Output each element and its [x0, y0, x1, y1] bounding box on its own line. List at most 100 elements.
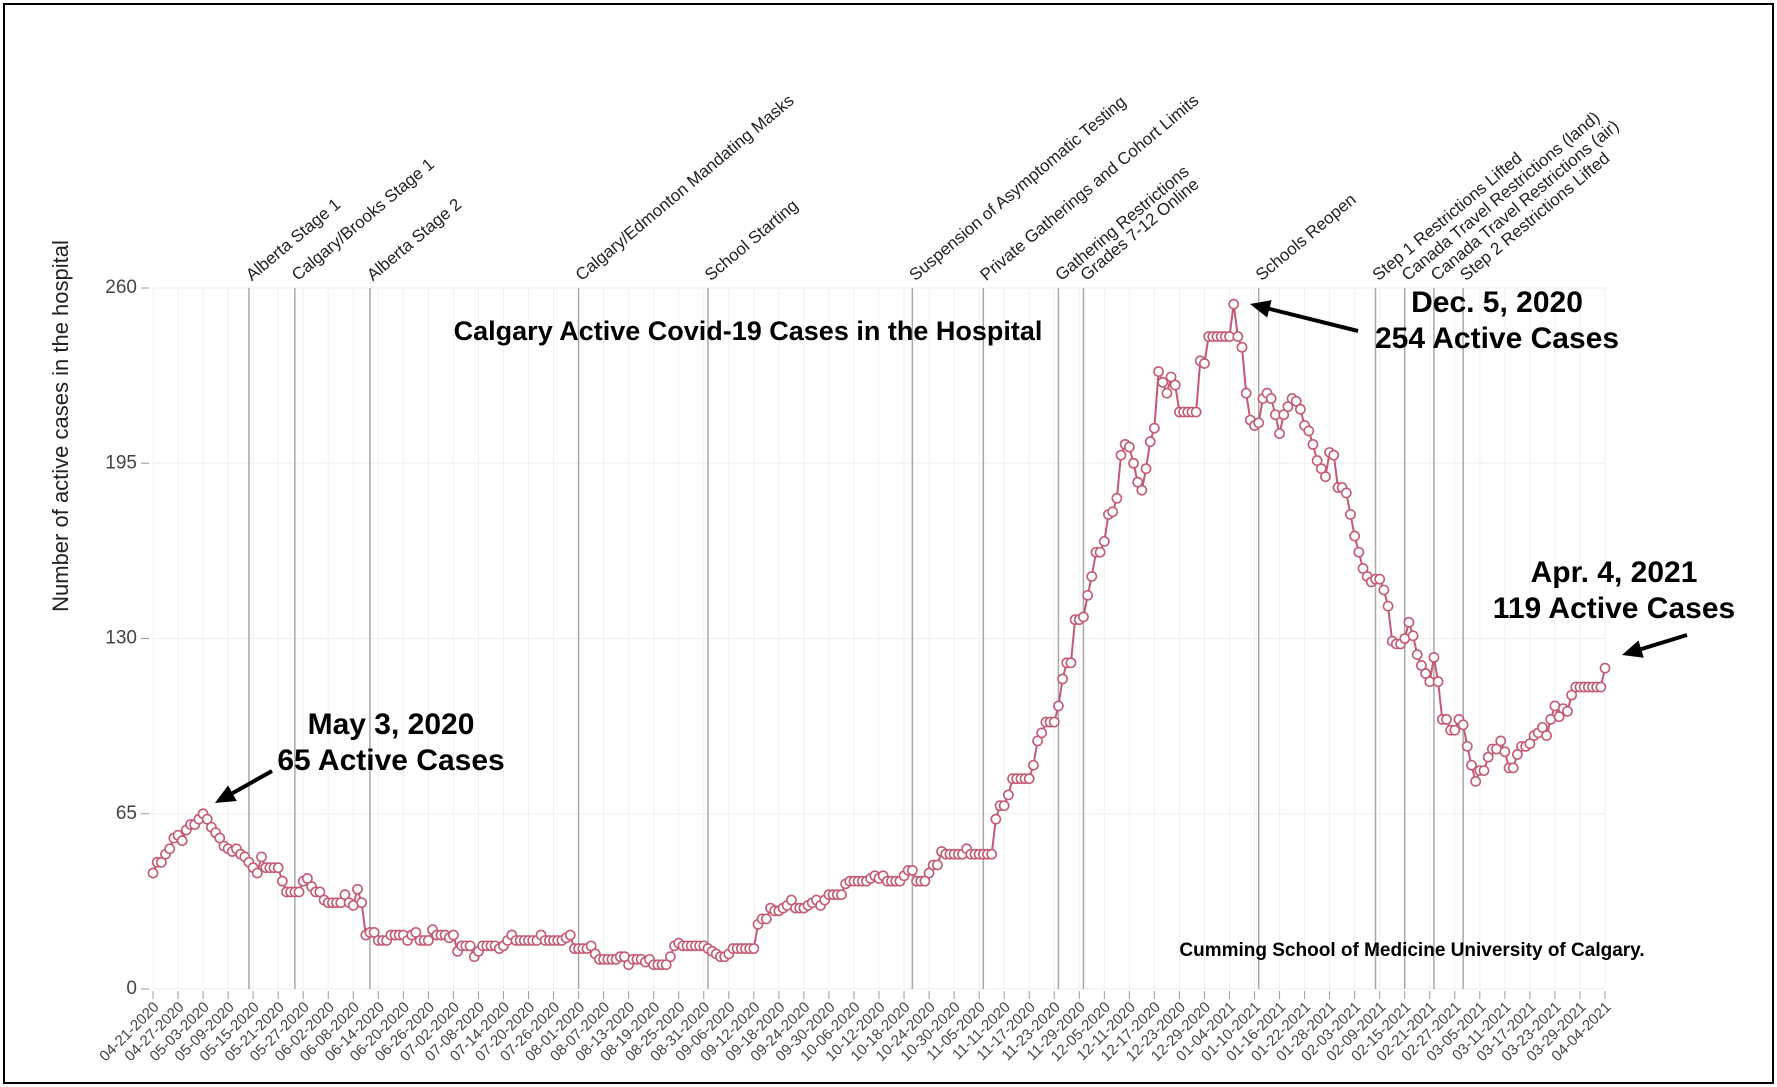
data-point: [1511, 749, 1523, 760]
data-point: [1432, 676, 1444, 688]
annotation-text: 254 Active Cases: [1375, 322, 1619, 355]
data-point: [1078, 611, 1089, 623]
data-point: [1140, 463, 1152, 475]
data-point: [1253, 417, 1265, 429]
data-point: [986, 848, 998, 860]
data-point: [1566, 689, 1578, 701]
data-point: [932, 859, 943, 871]
event-label: Schools Reopen: [1252, 190, 1360, 285]
data-point: [1128, 457, 1139, 469]
data-point: [1232, 331, 1244, 342]
data-point: [1057, 673, 1068, 685]
data-point: [410, 926, 422, 938]
data-point: [1311, 455, 1323, 466]
data-point: [1407, 630, 1419, 642]
data-point: [1115, 449, 1127, 461]
data-point: [1524, 738, 1536, 750]
data-point: [1278, 409, 1290, 421]
data-point: [1562, 705, 1573, 717]
chart-title: Calgary Active Covid-19 Cases in the Hos…: [454, 316, 1043, 346]
data-point: [276, 875, 288, 887]
data-point: [356, 897, 368, 909]
data-point: [1303, 425, 1315, 437]
data-point: [1265, 393, 1277, 404]
data-point: [1086, 571, 1098, 582]
annotation-arrowhead: [1622, 640, 1644, 658]
data-point: [164, 843, 176, 855]
frame: [3, 3, 1774, 1084]
data-point: [1123, 441, 1135, 453]
data-point: [464, 940, 476, 952]
data-point: [1027, 759, 1039, 771]
data-point: [272, 862, 284, 874]
data-point: [1320, 471, 1331, 483]
data-point: [1349, 530, 1361, 542]
event-label: Gathering Restrictions: [1052, 162, 1193, 285]
data-point: [201, 813, 213, 825]
data-point: [1541, 730, 1552, 741]
data-point: [1353, 546, 1365, 558]
data-point: [998, 800, 1010, 812]
data-point: [422, 935, 434, 946]
y-tick-label: 65: [116, 803, 137, 824]
data-point: [1282, 401, 1294, 413]
data-point: [1307, 438, 1319, 450]
data-point: [1157, 376, 1169, 388]
data-point: [1345, 509, 1356, 520]
data-point: [1374, 573, 1386, 585]
event-label: School Starting: [701, 196, 802, 285]
y-tick-label: 195: [105, 452, 137, 473]
data-point: [1136, 484, 1148, 496]
data-point: [155, 856, 167, 868]
data-point: [1199, 358, 1210, 369]
data-point: [1161, 387, 1173, 399]
data-point: [1595, 681, 1607, 693]
data-point: [1032, 735, 1043, 747]
data-point: [836, 889, 847, 901]
data-point: [1290, 395, 1302, 407]
data-point: [1457, 719, 1469, 731]
data-point: [919, 875, 931, 887]
data-point: [923, 867, 935, 879]
data-point: [314, 886, 326, 898]
grid: 06513019526004-21-202004-27-202005-03-20…: [96, 277, 1614, 1065]
data-point: [660, 959, 672, 971]
data-point: [1148, 422, 1160, 434]
data-point: [1449, 724, 1461, 736]
data-point: [1274, 428, 1285, 439]
data-point: [1169, 379, 1181, 391]
annotation-text: 119 Active Cases: [1493, 592, 1735, 625]
data-point: [1382, 600, 1394, 612]
credit: Cumming School of Medicine University of…: [1179, 940, 1644, 961]
data-point: [1495, 735, 1507, 747]
data-point: [1599, 662, 1611, 674]
data-point: [785, 894, 797, 906]
data-point: [760, 913, 772, 925]
data-point: [147, 867, 159, 879]
data-point: [1378, 584, 1390, 596]
data-point: [1482, 751, 1494, 763]
data-point: [1098, 536, 1110, 547]
annotation-text: Apr. 4, 2021: [1531, 556, 1698, 589]
data-point: [1053, 700, 1064, 712]
data-point: [1236, 341, 1248, 353]
data-point: [1470, 775, 1482, 787]
data-point: [1441, 713, 1452, 725]
data-point: [1537, 722, 1548, 733]
data-point: [1228, 298, 1240, 310]
data-point: [176, 835, 188, 847]
data-point: [664, 951, 676, 963]
y-tick-label: 0: [126, 978, 137, 999]
data-point: [1065, 657, 1077, 669]
annotation-text: Dec. 5, 2020: [1411, 286, 1583, 319]
data-point: [1420, 668, 1431, 679]
data-point: [906, 864, 918, 876]
data-point: [1357, 563, 1369, 574]
data-point: [748, 943, 760, 954]
annotation-arrow: [231, 769, 273, 795]
data-point: [1416, 660, 1427, 671]
data-point: [1411, 649, 1423, 661]
data-point: [301, 873, 313, 884]
